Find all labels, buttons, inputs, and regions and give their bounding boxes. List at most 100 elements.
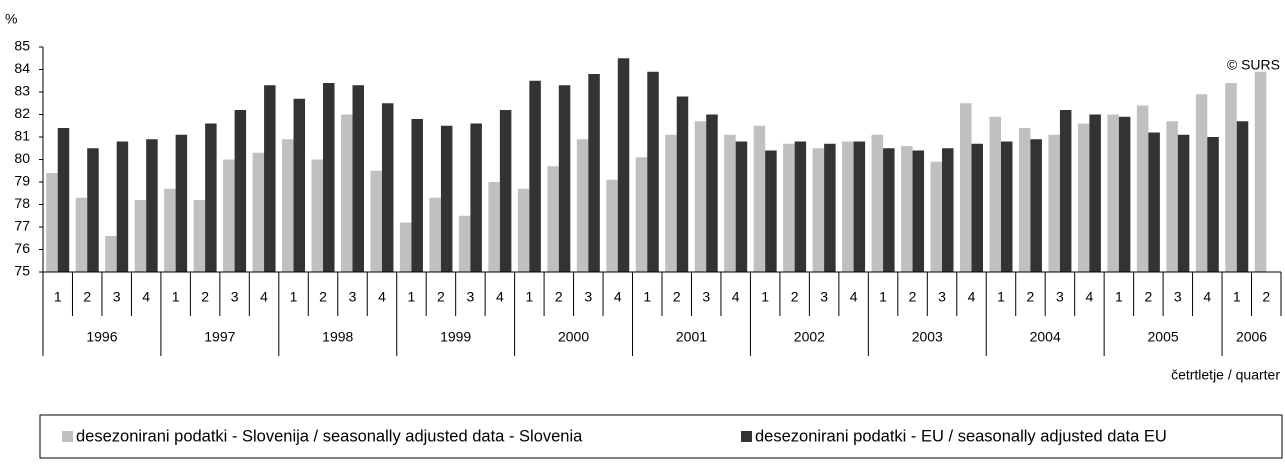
bar: [370, 170, 382, 272]
x-tick-label: 4: [732, 289, 740, 305]
bar: [842, 141, 854, 272]
y-tick-label: 77: [14, 218, 30, 234]
bar: [871, 134, 884, 272]
x-tick-label: 2: [1027, 289, 1035, 305]
x-tick-label: 1: [1115, 289, 1123, 305]
bar: [960, 103, 972, 272]
y-tick-label: 78: [14, 195, 30, 211]
bar: [576, 139, 589, 272]
y-tick-label: 82: [14, 105, 30, 121]
legend-label: desezonirani podatki - Slovenija / seaso…: [76, 427, 583, 445]
bar: [971, 143, 983, 272]
bar: [440, 125, 453, 272]
x-tick-label: 4: [1203, 289, 1211, 305]
bar: [1000, 141, 1013, 272]
x-tick-label: 2: [791, 289, 799, 305]
year-label: 1998: [322, 329, 353, 345]
bar: [488, 182, 500, 272]
bar: [57, 128, 70, 272]
x-tick-label: 1: [290, 289, 298, 305]
bar: [724, 134, 736, 272]
bar: [1177, 134, 1190, 272]
bar: [323, 83, 335, 272]
legend-swatch: [62, 431, 73, 442]
x-tick-label: 1: [879, 289, 887, 305]
x-tick-label: 2: [437, 289, 445, 305]
bar: [252, 152, 265, 272]
bar: [783, 143, 795, 272]
x-tick-label: 1: [997, 289, 1005, 305]
x-tick-label: 1: [408, 289, 416, 305]
bar: [105, 236, 117, 272]
bar: [824, 143, 836, 272]
bar: [175, 134, 188, 272]
x-tick-label: 3: [113, 289, 121, 305]
bar: [193, 200, 206, 272]
bar: [399, 222, 412, 272]
bar: [794, 141, 807, 272]
bar: [1166, 121, 1178, 272]
legend-label: desezonirani podatki - EU / seasonally a…: [755, 427, 1167, 445]
bar: [901, 146, 913, 272]
bar: [1077, 123, 1090, 272]
bar: [1207, 137, 1219, 272]
x-tick-label: 4: [850, 289, 858, 305]
x-tick-label: 1: [54, 289, 62, 305]
x-tick-label: 3: [820, 289, 828, 305]
bar: [1254, 71, 1267, 272]
x-tick-label: 3: [584, 289, 592, 305]
x-axis-label: četrtletje / quarter: [1171, 367, 1280, 383]
x-tick-label: 3: [231, 289, 239, 305]
bar: [264, 85, 276, 272]
bar: [341, 114, 353, 272]
bar: [1018, 128, 1031, 272]
x-tick-label: 2: [555, 289, 563, 305]
bar: [311, 159, 324, 272]
bar: [164, 188, 176, 272]
bar: [989, 116, 1001, 272]
bar: [765, 150, 777, 272]
bar: [606, 179, 618, 272]
bar: [529, 80, 541, 272]
bar: [1107, 114, 1119, 272]
bar: [706, 114, 718, 272]
bar: [282, 139, 294, 272]
x-tick-label: 4: [142, 289, 150, 305]
bar: [352, 85, 364, 272]
bar: [547, 166, 559, 272]
x-tick-label: 4: [378, 289, 386, 305]
year-label: 2002: [794, 329, 825, 345]
bar: [617, 58, 630, 272]
x-tick-label: 4: [968, 289, 976, 305]
x-tick-label: 3: [1056, 289, 1064, 305]
x-tick-label: 2: [83, 289, 91, 305]
bar: [499, 110, 512, 272]
bar: [293, 98, 306, 272]
bar: [912, 150, 925, 272]
y-axis-label: %: [5, 11, 17, 27]
x-tick-label: 4: [260, 289, 268, 305]
bar: [470, 123, 482, 272]
bar: [812, 148, 825, 272]
bar: [116, 141, 129, 272]
bar: [1236, 121, 1249, 272]
year-label: 2003: [912, 329, 943, 345]
x-tick-label: 3: [467, 289, 475, 305]
bar: [1136, 105, 1149, 272]
year-label: 1997: [204, 329, 235, 345]
x-tick-label: 1: [643, 289, 651, 305]
year-label: 2004: [1030, 329, 1061, 345]
bar: [234, 110, 247, 272]
bar: [665, 134, 677, 272]
x-tick-label: 4: [496, 289, 504, 305]
annotation: © SURS: [1227, 57, 1280, 73]
bar: [558, 85, 571, 272]
bar: [588, 74, 600, 272]
x-tick-label: 3: [702, 289, 710, 305]
bar: [676, 96, 689, 272]
y-tick-label: 84: [14, 60, 30, 76]
y-tick-label: 83: [14, 83, 30, 99]
x-tick-label: 2: [201, 289, 209, 305]
x-tick-label: 3: [938, 289, 946, 305]
